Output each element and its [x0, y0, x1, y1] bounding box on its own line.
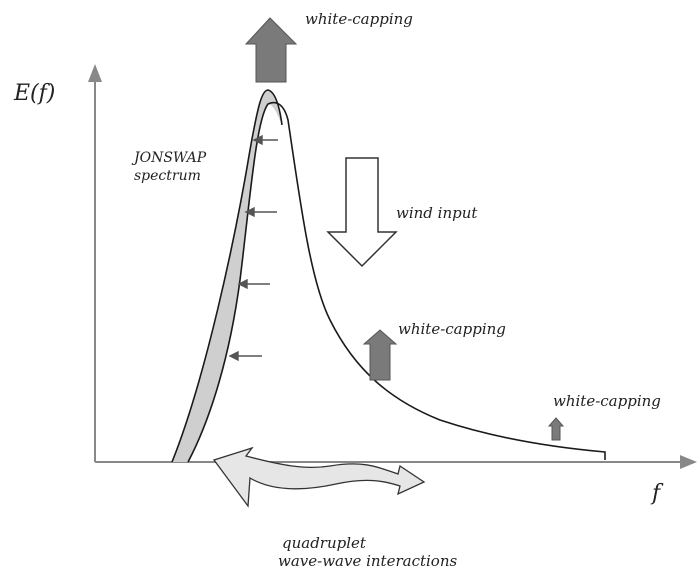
x-axis-label: f — [650, 481, 664, 506]
shifted-spectrum-curve — [171, 89, 283, 463]
wind-input-arrow-icon — [326, 157, 398, 268]
axes — [88, 64, 697, 469]
downshift-arrowhead-2-icon — [244, 206, 255, 218]
white-capping-peak-label: white-capping — [305, 10, 413, 28]
downshift-arrowhead-4-icon — [228, 350, 239, 362]
y-axis-arrowhead-icon — [88, 64, 102, 82]
interactions-label-line2: wave-wave interactions — [278, 552, 457, 570]
white-capping-mid-arrow-icon — [362, 329, 398, 381]
y-axis-label: E(f) — [13, 81, 55, 106]
jonswap-label-line2: spectrum — [134, 168, 201, 184]
white-capping-mid-label: white-capping — [398, 320, 506, 338]
downshift-arrowhead-1-icon — [252, 134, 263, 146]
jonswap-label-line1: JONSWAP — [131, 150, 207, 166]
downshift-arrows — [228, 134, 278, 362]
quadruplet-interaction-arrow-icon — [212, 446, 426, 508]
jonswap-spectrum-curve — [187, 101, 606, 463]
wind-input-label: wind input — [396, 204, 478, 222]
white-capping-peak-arrow-icon — [244, 17, 298, 83]
white-capping-tail-arrow-icon — [547, 417, 565, 441]
downshift-arrowhead-3-icon — [237, 278, 248, 290]
interactions-label-line1: quadruplet — [282, 534, 367, 552]
x-axis-arrowhead-icon — [680, 455, 697, 469]
white-capping-tail-label: white-capping — [553, 392, 661, 410]
spectrum-shift-band — [172, 90, 282, 462]
